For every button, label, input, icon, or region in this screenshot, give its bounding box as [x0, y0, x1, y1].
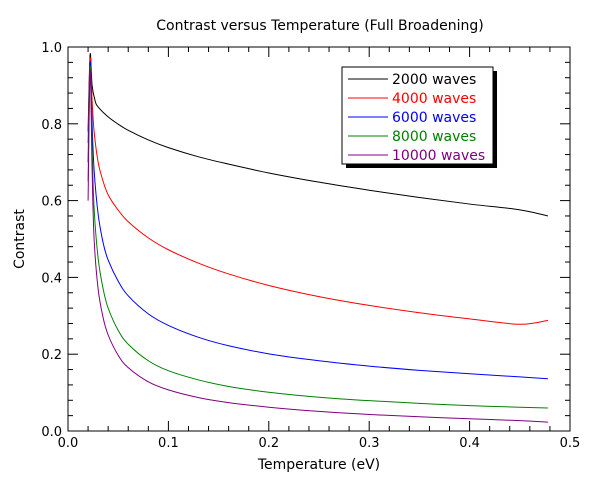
plot-area-frame [67, 46, 571, 432]
x-tick-label: 0.3 [359, 436, 380, 451]
series-lines [87, 52, 549, 423]
chart-title: Contrast versus Temperature (Full Broade… [156, 18, 484, 34]
x-tick-label: 0.0 [58, 436, 79, 451]
y-tick-label: 0.4 [41, 271, 62, 286]
series-line-3 [87, 61, 548, 380]
legend-label: 8000 waves [392, 129, 476, 145]
x-tick-label: 0.4 [459, 436, 480, 451]
legend-entries: 2000 waves 4000 waves 6000 waves 8000 waves… [348, 72, 485, 164]
legend-label: 6000 waves [392, 110, 476, 126]
x-axis-label: Temperature (eV) [257, 457, 380, 473]
series-line-4 [87, 65, 548, 409]
series-line-1 [87, 52, 549, 217]
legend-label: 10000 waves [392, 148, 485, 164]
y-tick-label: 0.6 [41, 195, 62, 210]
x-tick-label: 0.2 [258, 436, 279, 451]
x-tick-label: 0.5 [560, 436, 581, 451]
y-tick-label: 0.2 [41, 348, 62, 363]
series-line-5 [87, 69, 548, 423]
major-ticks [67, 46, 571, 432]
minor-ticks [68, 47, 570, 431]
x-tick-labels: 0.0 0.1 0.2 0.3 0.4 0.5 [58, 436, 581, 451]
y-tick-label: 1.0 [41, 41, 62, 56]
y-tick-label: 0.8 [41, 118, 62, 133]
legend-box [341, 66, 494, 165]
series-line-2 [87, 57, 548, 325]
y-tick-labels: 0.0 0.2 0.4 0.6 0.8 1.0 [41, 41, 62, 440]
legend-label: 4000 waves [392, 91, 476, 107]
legend-label: 2000 waves [392, 72, 476, 88]
x-tick-label: 0.1 [158, 436, 179, 451]
y-tick-label: 0.0 [41, 425, 62, 440]
legend: 2000 waves 4000 waves 6000 waves 8000 waves… [341, 66, 497, 168]
y-axis-label: Contrast [12, 209, 28, 269]
